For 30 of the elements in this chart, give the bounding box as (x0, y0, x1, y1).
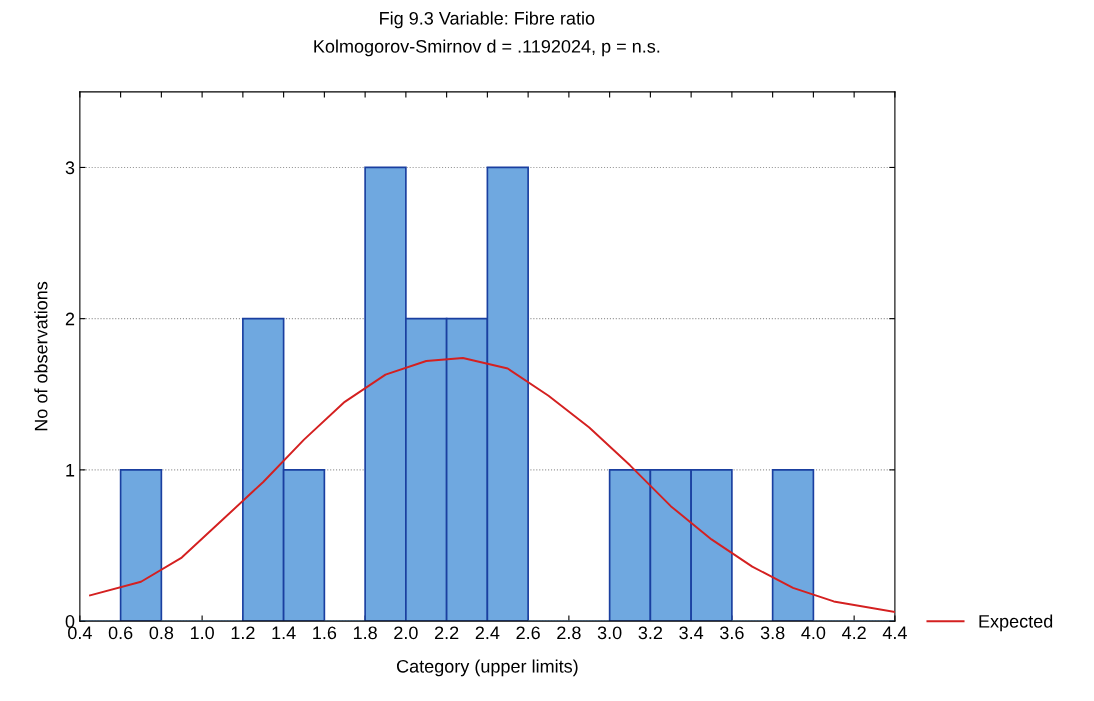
x-tick-label: 1.8 (353, 626, 377, 640)
y-tick-label: 3 (65, 161, 75, 175)
x-tick-label: 2.4 (475, 626, 500, 640)
x-axis-title: Category (upper limits) (396, 659, 578, 677)
y-tick-label: 1 (66, 463, 75, 477)
x-tick-label: 0.4 (68, 626, 92, 640)
x-tick-label: 3.0 (597, 626, 622, 640)
chart-subtitle: Kolmogorov-Smirnov d = .1192024, p = n.s. (314, 39, 660, 57)
x-tick-label: 4.4 (882, 626, 907, 640)
x-tick-label: 4.0 (801, 626, 826, 640)
x-tick-label: 0.8 (149, 626, 174, 640)
y-tick-label: 0 (65, 615, 75, 628)
x-tick-label: 1.6 (313, 626, 337, 640)
x-tick-label: 3.4 (679, 626, 704, 640)
x-tick-label: 0.6 (108, 626, 133, 640)
x-tick-label: 3.8 (760, 626, 785, 640)
y-tick-label: 2 (65, 312, 75, 326)
x-tick-label: 2.8 (557, 626, 581, 640)
chart-title: Fig 9.3 Variable: Fibre ratio (380, 11, 595, 29)
x-tick-label: 1.0 (190, 626, 214, 640)
y-axis-title: No of observations (34, 281, 48, 431)
x-tick-label: 1.4 (272, 626, 296, 640)
x-tick-label: 2.2 (434, 626, 459, 640)
x-tick-label: 3.6 (720, 626, 744, 640)
legend-label: Expected (979, 614, 1053, 632)
x-tick-label: 2.6 (516, 626, 540, 640)
x-tick-label: 3.2 (638, 626, 663, 640)
x-tick-label: 2.0 (394, 626, 418, 640)
x-tick-label: 1.2 (231, 626, 255, 640)
x-tick-label: 4.2 (842, 626, 866, 640)
